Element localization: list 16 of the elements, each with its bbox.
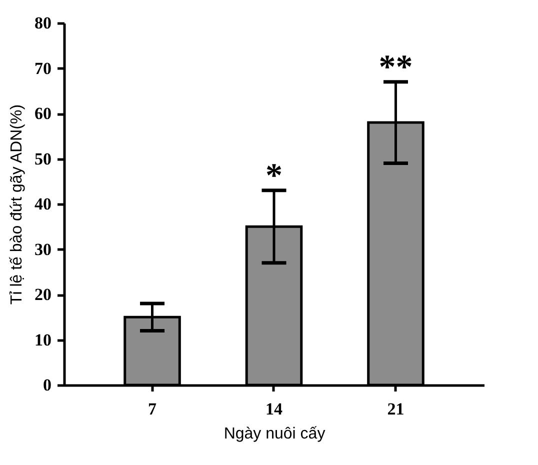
y-tick-label: 10 (34, 330, 52, 350)
y-tick-label: 0 (43, 376, 52, 394)
y-axis-title: Tỉ lệ tế bào đứt gãy ADN(%) (8, 104, 26, 305)
y-tick-label: 80 (34, 14, 52, 32)
x-axis-title: Ngày nuôi cấy (224, 426, 326, 442)
x-tick-label: 21 (387, 400, 404, 418)
y-tick-label: 50 (34, 149, 52, 168)
y-tick-label: 30 (34, 240, 52, 259)
y-tick-label: 20 (34, 285, 52, 304)
annotation: * (266, 157, 282, 194)
y-tick-label: 70 (34, 58, 52, 78)
annotation: ** (378, 48, 413, 86)
x-tick-label: 7 (148, 400, 158, 418)
y-tick-label: 60 (34, 104, 52, 123)
x-tick-label: 14 (266, 400, 283, 418)
y-tick-label: 40 (34, 194, 52, 214)
